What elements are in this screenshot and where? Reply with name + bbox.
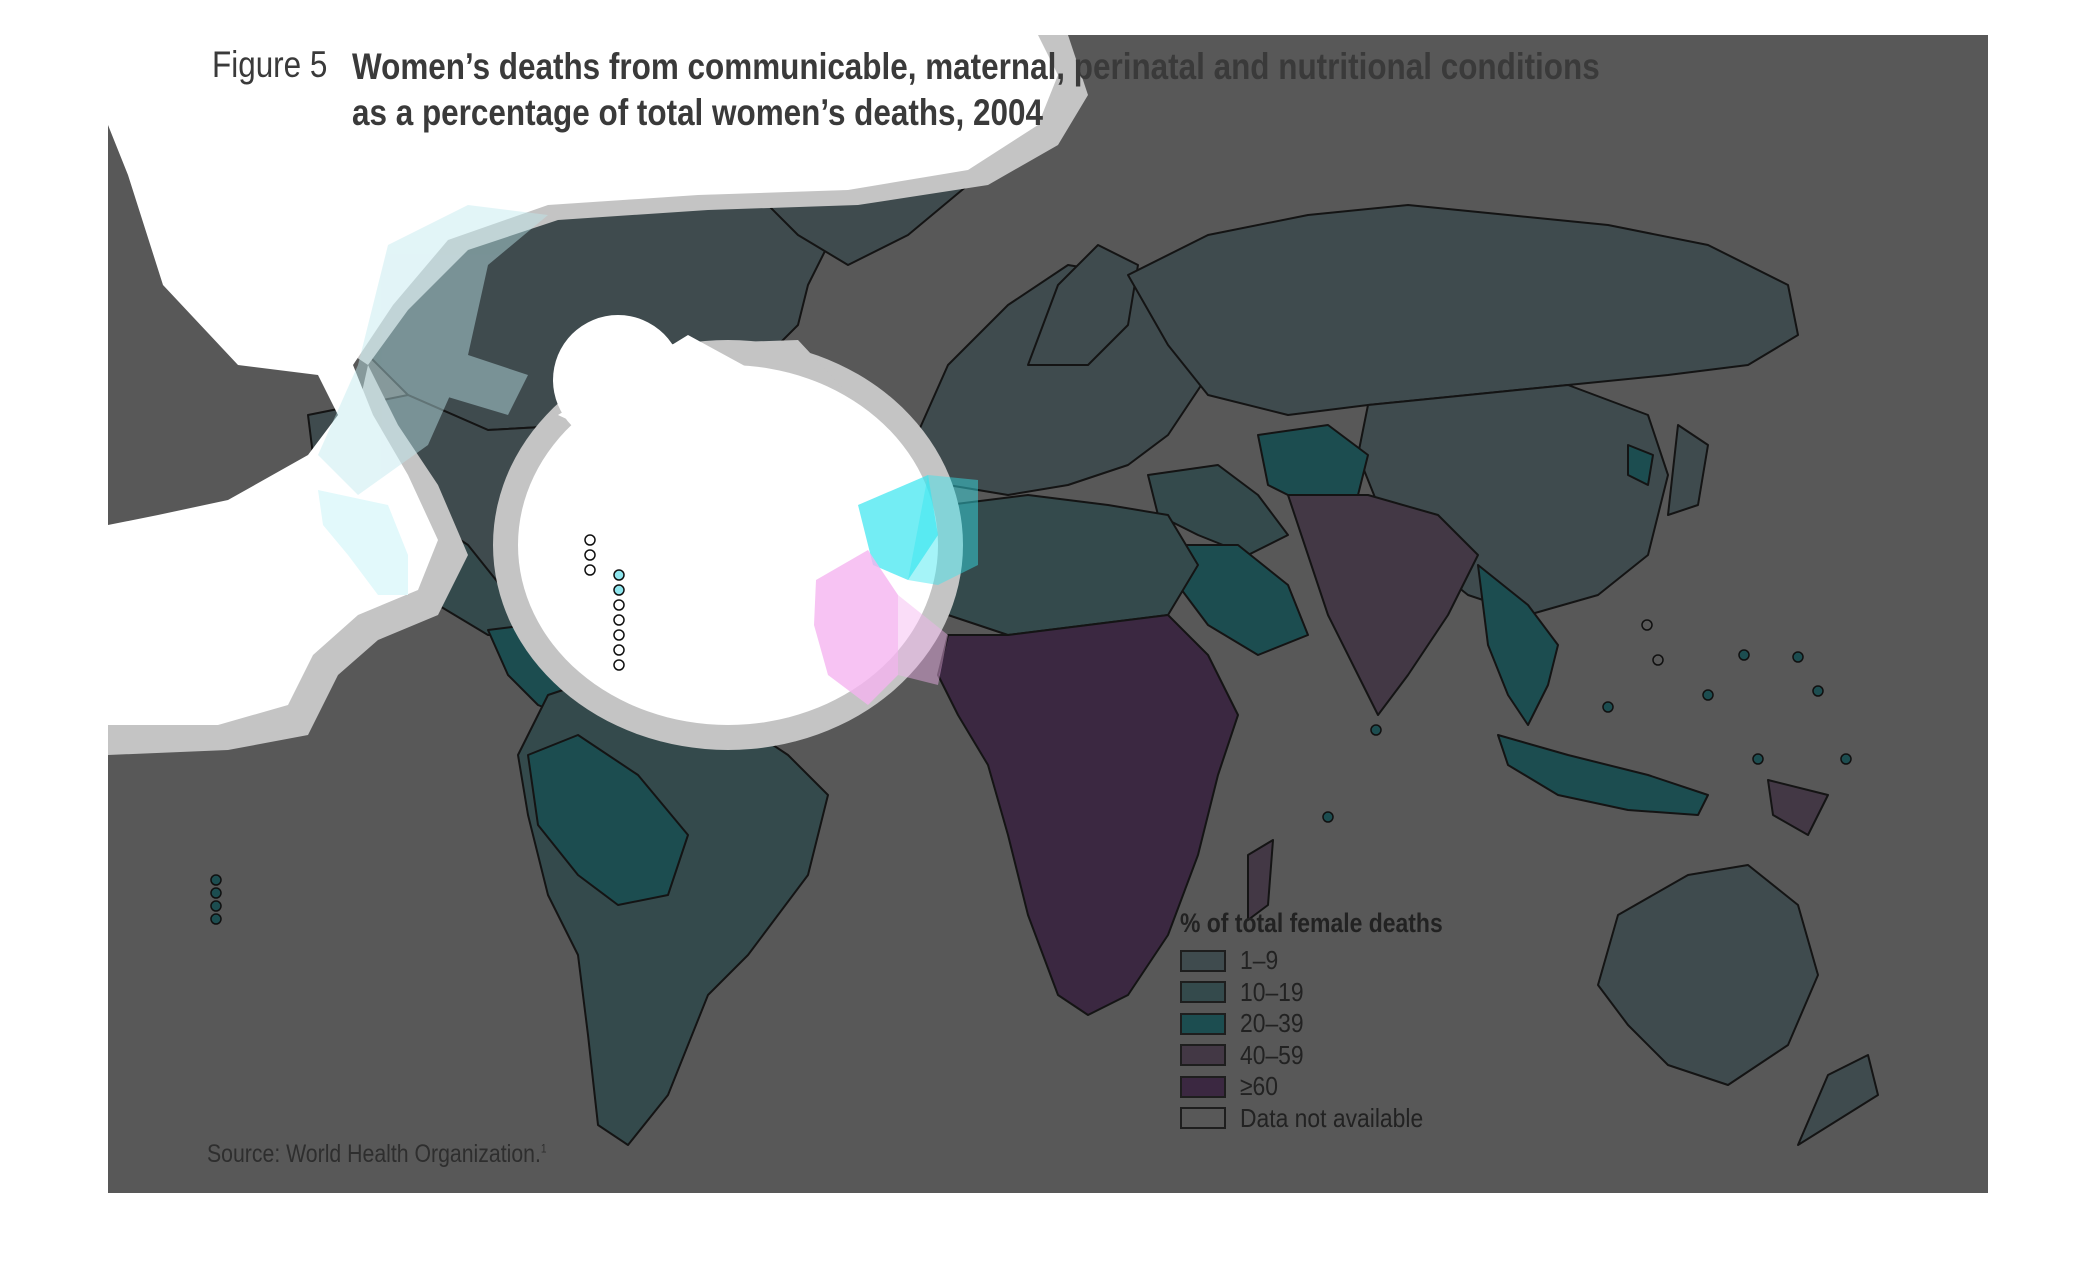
region-scandinavia <box>1027 244 1139 366</box>
region-madagascar <box>1247 839 1274 921</box>
region-new-zealand <box>1797 1054 1879 1146</box>
legend-label: 10–19 <box>1240 976 1304 1007</box>
legend-label: ≥60 <box>1240 1071 1279 1102</box>
legend-item: 20–39 <box>1180 1008 1489 1040</box>
legend-item: 1–9 <box>1180 945 1489 977</box>
region-australia <box>1597 864 1819 1086</box>
legend-label: 1–9 <box>1240 945 1279 976</box>
source-note: Source: World Health Organization.1 <box>207 1140 547 1169</box>
overlay-mexico-light <box>318 490 408 595</box>
region-south-asia <box>1287 494 1479 716</box>
small-island-markers <box>584 534 1664 671</box>
legend-items: 1–9 10–19 20–39 40–59 ≥60 Data not available <box>1180 945 1489 1134</box>
overlay-cyan <box>858 475 978 585</box>
region-indonesia <box>1497 734 1709 816</box>
small-island-dots <box>210 649 1852 925</box>
region-central-asia <box>1257 424 1369 506</box>
legend-title: % of total female deaths <box>1180 908 1443 938</box>
source-text: Source: World Health Organization. <box>207 1140 541 1168</box>
legend-label: 20–39 <box>1240 1008 1304 1039</box>
region-southeast-asia <box>1477 564 1559 726</box>
legend-item: Data not available <box>1180 1103 1489 1135</box>
map-panel <box>108 35 1988 1193</box>
region-korea <box>1627 444 1654 486</box>
legend-swatch <box>1180 981 1226 1004</box>
legend-label: 40–59 <box>1240 1039 1304 1070</box>
region-russia <box>1127 204 1799 416</box>
legend-swatch <box>1180 1075 1226 1098</box>
legend-swatch <box>1180 1107 1226 1130</box>
region-png <box>1767 779 1829 836</box>
map-legend: % of total female deaths 1–9 10–19 20–39 40… <box>1180 908 1489 1134</box>
legend-swatch <box>1180 949 1226 972</box>
legend-item: 40–59 <box>1180 1040 1489 1072</box>
region-sub-saharan-africa <box>937 614 1239 1016</box>
figure-label: Figure 5 <box>212 44 328 85</box>
legend-item: ≥60 <box>1180 1071 1489 1103</box>
overlay-pink <box>814 550 948 705</box>
legend-item: 10–19 <box>1180 977 1489 1009</box>
source-footnote-marker: 1 <box>540 1141 547 1156</box>
legend-label: Data not available <box>1240 1102 1424 1133</box>
legend-swatch <box>1180 1044 1226 1067</box>
figure-title-line-1: Women’s deaths from communicable, matern… <box>352 46 1600 87</box>
region-japan <box>1667 424 1709 516</box>
figure-title: Women’s deaths from communicable, matern… <box>352 44 1600 136</box>
world-map <box>108 35 1879 1146</box>
legend-swatch <box>1180 1012 1226 1035</box>
region-andean <box>527 734 689 906</box>
figure-title-line-2: as a percentage of total women’s deaths,… <box>352 92 1043 133</box>
overlay-teal-band <box>318 205 548 495</box>
figure-heading: Figure 5 Women’s deaths from communicabl… <box>212 44 1820 136</box>
overlay-halo-left <box>108 35 1088 755</box>
